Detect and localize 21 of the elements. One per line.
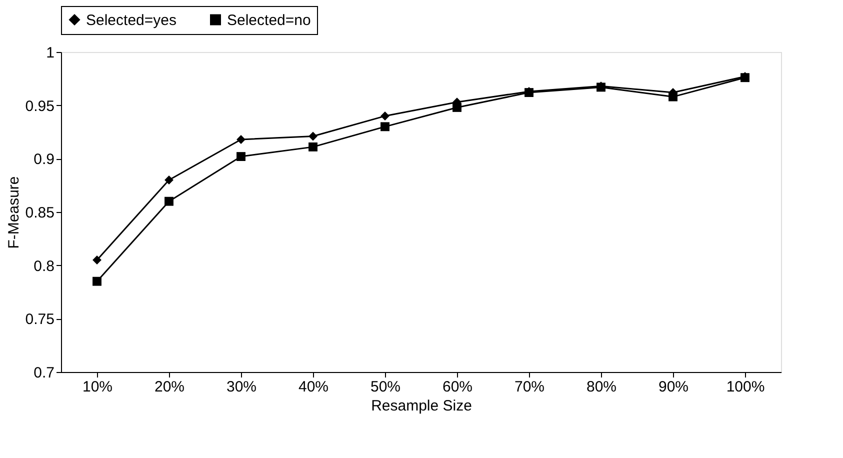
x-tick-label: 100% bbox=[726, 378, 765, 396]
x-tick-label: 40% bbox=[298, 378, 329, 396]
y-tick-label: 0.8 bbox=[34, 258, 54, 275]
x-tick-label: 50% bbox=[370, 378, 401, 396]
x-tick-label: 70% bbox=[514, 378, 545, 396]
y-tick-label: 0.7 bbox=[34, 364, 54, 382]
y-tick-label: 0.95 bbox=[25, 98, 54, 115]
x-tick-label: 90% bbox=[658, 378, 689, 396]
y-axis-title: F-Measure bbox=[5, 176, 22, 249]
x-tick-label: 20% bbox=[154, 378, 185, 396]
x-tick-label: 10% bbox=[82, 378, 113, 396]
x-tick-label: 80% bbox=[586, 378, 617, 396]
y-tick-label: 1 bbox=[46, 44, 54, 62]
y-tick-label: 0.85 bbox=[25, 204, 54, 222]
legend-label: Selected=no bbox=[227, 12, 311, 29]
x-tick-label: 60% bbox=[442, 378, 473, 396]
x-tick-label: 30% bbox=[226, 378, 257, 396]
y-tick-label: 0.9 bbox=[34, 151, 54, 168]
legend-label: Selected=yes bbox=[86, 12, 176, 29]
x-axis-title: Resample Size bbox=[371, 398, 472, 414]
y-tick-label: 0.75 bbox=[25, 311, 54, 328]
